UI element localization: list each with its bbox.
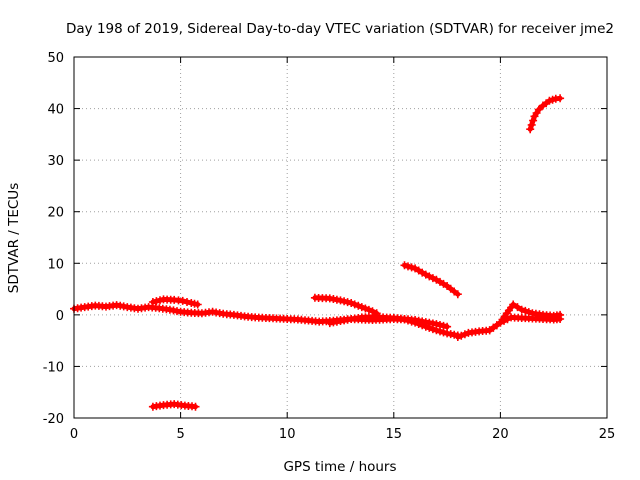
data-point-marker <box>193 300 202 309</box>
y-tick-label: 40 <box>47 103 64 118</box>
data-point-marker <box>183 298 191 306</box>
data-point-marker <box>453 333 462 341</box>
data-point-marker <box>496 318 505 327</box>
data-point-marker <box>521 306 530 315</box>
data-point-marker <box>407 263 416 272</box>
y-axis-label: SDTVAR / TECUs <box>6 183 22 293</box>
data-point-marker <box>509 300 518 309</box>
y-tick-label: 30 <box>47 154 64 169</box>
data-point-marker <box>350 300 359 309</box>
data-point-marker <box>404 262 412 271</box>
y-tick-label: 0 <box>56 309 64 324</box>
data-point-marker <box>400 261 409 270</box>
y-tick-label: 50 <box>47 51 64 66</box>
data-point-marker <box>460 330 469 339</box>
series-track-5 <box>325 312 452 331</box>
data-point-marker <box>513 303 522 312</box>
x-axis-label: GPS time / hours <box>283 459 396 475</box>
data-point-marker <box>439 321 448 330</box>
series-track-4 <box>310 293 381 318</box>
data-point-marker <box>529 116 538 125</box>
data-point-marker <box>500 316 508 325</box>
series-track-9 <box>526 94 565 134</box>
data-series <box>70 94 565 411</box>
data-point-marker <box>421 270 430 279</box>
data-point-marker <box>354 301 363 310</box>
series-track-3 <box>148 400 200 411</box>
data-point-marker <box>336 296 345 305</box>
data-point-marker <box>432 320 441 329</box>
x-tick-label: 10 <box>279 427 296 442</box>
data-point-marker <box>340 297 349 306</box>
data-point-marker <box>457 331 466 340</box>
data-point-marker <box>361 304 370 313</box>
data-point-marker <box>148 298 157 306</box>
data-point-marker <box>425 272 434 281</box>
x-tick-label: 5 <box>176 427 184 442</box>
data-point-marker <box>191 402 200 411</box>
data-point-marker <box>443 322 452 331</box>
data-point-marker <box>152 297 161 306</box>
x-tick-label: 25 <box>599 427 616 442</box>
series-track-6 <box>400 261 462 299</box>
data-point-marker <box>517 305 526 314</box>
data-point-marker <box>453 290 462 299</box>
axis-ticks: 0 5 10 15 20 25 -20 -10 0 10 20 30 40 50 <box>43 51 616 442</box>
data-point-marker <box>156 296 164 305</box>
data-point-marker <box>436 321 444 329</box>
data-point-marker <box>178 296 187 305</box>
y-tick-label: 10 <box>47 257 64 272</box>
data-point-marker <box>343 298 352 307</box>
series-track-2 <box>148 295 202 309</box>
data-point-marker <box>526 125 535 134</box>
plot-frame <box>73 56 608 419</box>
data-point-marker <box>556 94 565 103</box>
data-point-marker <box>347 299 356 307</box>
data-point-marker <box>364 305 373 314</box>
x-tick-label: 20 <box>492 427 509 442</box>
data-point-marker <box>534 105 543 114</box>
chart-title: Day 198 of 2019, Sidereal Day-to-day VTE… <box>66 21 614 37</box>
data-point-marker <box>428 274 437 283</box>
data-point-marker <box>357 303 366 312</box>
data-point-marker <box>503 315 512 324</box>
x-tick-label: 0 <box>70 427 78 442</box>
y-tick-label: -10 <box>43 360 64 375</box>
series-track-8 <box>485 313 565 335</box>
x-tick-label: 15 <box>386 427 403 442</box>
data-point-marker <box>556 315 565 323</box>
y-tick-label: 20 <box>47 206 64 221</box>
data-point-marker <box>527 120 536 129</box>
y-tick-label: -20 <box>43 412 64 427</box>
